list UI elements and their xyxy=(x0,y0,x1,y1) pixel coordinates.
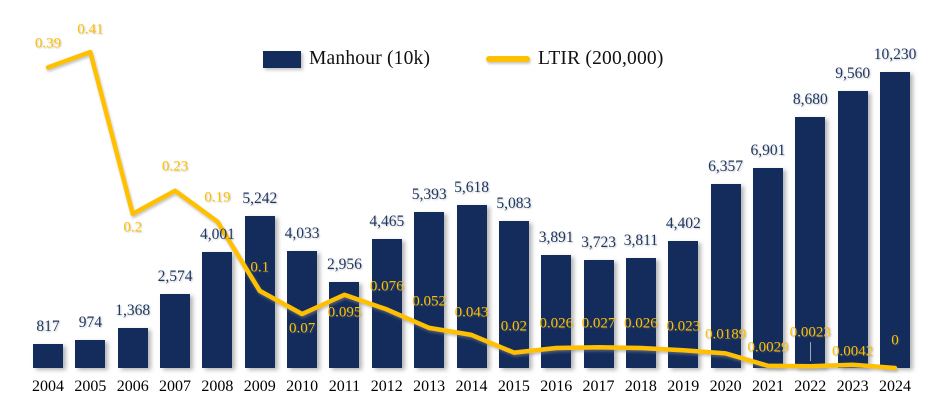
bar-value-label-2008: 4,001 xyxy=(199,226,235,244)
x-axis-tick-label-2014: 2014 xyxy=(455,378,488,395)
ltir-value-label-2019: 0.023 xyxy=(666,318,701,335)
x-axis-tick-label-2004: 2004 xyxy=(32,378,64,395)
ltir-value-label-2005: 0.41 xyxy=(77,21,104,38)
bar-value-label-2011: 2,956 xyxy=(327,256,362,274)
x-axis-tick-label-2016: 2016 xyxy=(540,378,573,395)
manhour-bar-2009 xyxy=(244,216,275,368)
x-axis-tick-label-2015: 2015 xyxy=(497,378,530,395)
label-leader-line xyxy=(810,342,812,362)
bar-value-label-2014: 5,618 xyxy=(454,179,489,197)
bar-value-label-2018: 3,811 xyxy=(623,231,659,249)
bar-value-label-2005: 974 xyxy=(78,313,102,331)
bar-value-label-2009: 5,242 xyxy=(242,190,278,208)
manhour-bar-2017 xyxy=(583,260,614,368)
ltir-value-label-2009: 0.1 xyxy=(250,259,270,276)
x-axis-tick-label-2021: 2021 xyxy=(751,378,784,395)
ltir-value-label-2020: 0.0189 xyxy=(704,326,747,343)
x-axis-tick-label-2017: 2017 xyxy=(582,378,615,395)
ltir-value-label-2008: 0.19 xyxy=(204,189,231,206)
x-axis-tick-label-2012: 2012 xyxy=(370,378,403,395)
x-axis-tick-label-2020: 2020 xyxy=(709,378,742,395)
ltir-value-label-2024: 0 xyxy=(891,332,899,349)
bar-value-label-2021: 6,901 xyxy=(750,142,786,160)
ltir-value-label-2013: 0.052 xyxy=(412,293,447,310)
bar-value-label-2015: 5,083 xyxy=(496,194,532,212)
bar-value-label-2020: 6,357 xyxy=(708,158,744,176)
manhour-bar-2004 xyxy=(33,344,63,368)
x-axis-tick-label-2018: 2018 xyxy=(624,378,657,395)
manhour-bar-2019 xyxy=(668,240,699,368)
x-axis-tick-label-2023: 2023 xyxy=(836,378,869,395)
manhour-bar-2012 xyxy=(371,238,402,368)
bar-value-label-2017: 3,723 xyxy=(581,234,616,252)
bar-value-label-2016: 3,891 xyxy=(538,229,574,247)
bar-value-label-2024: 10,230 xyxy=(873,46,917,63)
manhour-bar-2007 xyxy=(160,293,191,368)
manhour-bar-2013 xyxy=(414,211,445,368)
manhour-bar-2023 xyxy=(837,91,868,368)
ltir-value-label-2022: 0.0023 xyxy=(789,324,831,341)
bar-value-label-2019: 4,402 xyxy=(665,214,701,232)
x-axis-tick-label-2011: 2011 xyxy=(328,378,361,395)
manhour-bar-2010 xyxy=(287,251,318,368)
x-axis-tick-label-2005: 2005 xyxy=(74,378,107,395)
bar-value-label-2010: 4,033 xyxy=(284,225,320,243)
ltir-value-label-2017: 0.027 xyxy=(581,315,616,332)
manhour-bar-2008 xyxy=(202,252,233,368)
bar-value-label-2012: 4,465 xyxy=(369,212,405,230)
x-axis-tick-label-2009: 2009 xyxy=(243,378,276,395)
ltir-value-label-2010: 0.07 xyxy=(288,320,316,337)
manhour-bar-2014 xyxy=(456,205,487,368)
manhour-bar-2005 xyxy=(75,339,106,368)
bar-value-label-2023: 9,560 xyxy=(835,65,871,83)
bar-value-label-2013: 5,393 xyxy=(411,185,447,203)
ltir-value-label-2018: 0.026 xyxy=(624,315,658,332)
ltir-value-label-2011: 0.095 xyxy=(327,304,362,321)
manhour-bar-2015 xyxy=(498,220,529,368)
ltir-value-label-2016: 0.026 xyxy=(539,315,574,332)
ltir-value-label-2012: 0.076 xyxy=(369,278,404,295)
manhour-bar-2021 xyxy=(752,168,783,368)
x-axis-tick-label-2019: 2019 xyxy=(667,378,700,395)
x-axis-tick-label-2013: 2013 xyxy=(413,378,446,395)
x-axis-tick-label-2006: 2006 xyxy=(116,378,149,395)
bar-value-label-2007: 2,574 xyxy=(157,267,193,285)
ltir-value-label-2015: 0.02 xyxy=(500,318,527,335)
x-axis-tick-label-2022: 2022 xyxy=(794,378,827,395)
ltir-value-label-2014: 0.043 xyxy=(454,304,489,321)
manhour-bar-2024 xyxy=(880,72,910,368)
ltir-value-label-2006: 0.2 xyxy=(123,219,143,236)
ltir-value-label-2007: 0.23 xyxy=(161,158,189,175)
bar-value-label-2004: 817 xyxy=(36,318,60,336)
ltir-value-label-2004: 0.39 xyxy=(34,35,62,52)
manhour-bar-2016 xyxy=(541,255,572,368)
x-axis-tick-label-2008: 2008 xyxy=(201,378,234,395)
x-axis-tick-label-2007: 2007 xyxy=(159,378,192,395)
manhour-bar-2018 xyxy=(625,257,656,368)
bar-value-label-2006: 1,368 xyxy=(115,302,151,320)
manhour-bar-2011 xyxy=(329,282,360,368)
bar-value-label-2022: 8,680 xyxy=(792,90,828,108)
x-axis-tick-label-2010: 2010 xyxy=(286,378,319,395)
ltir-value-label-2023: 0.0042 xyxy=(832,343,874,360)
manhour-bar-2006 xyxy=(117,328,148,368)
ltir-value-label-2021: 0.0029 xyxy=(747,339,789,356)
x-axis-tick-label-2024: 2024 xyxy=(879,378,911,395)
